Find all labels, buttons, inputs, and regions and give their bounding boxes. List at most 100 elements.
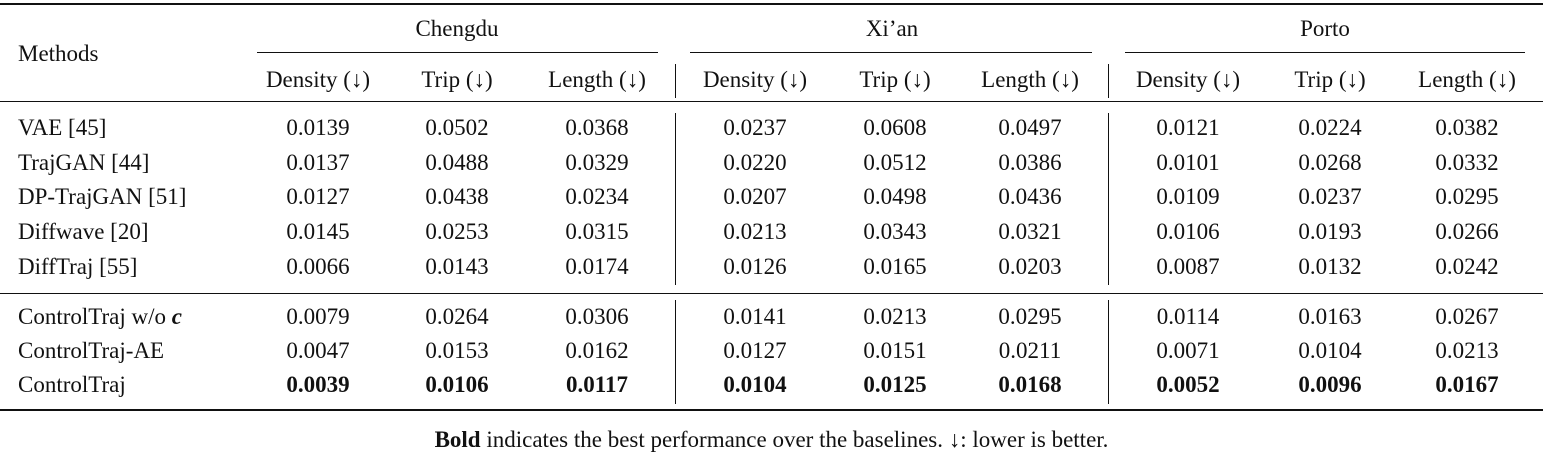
method-cell: ControlTraj <box>18 371 126 399</box>
value-cell: 0.0114 <box>1156 304 1220 329</box>
value-cell: 0.0168 <box>998 372 1062 397</box>
method-cell: DiffTraj [55] <box>18 253 137 281</box>
column-header: Length (↓) <box>1418 67 1516 92</box>
value-cell: 0.0121 <box>1156 115 1220 140</box>
method-cell: Diffwave [20] <box>18 218 149 246</box>
value-cell: 0.0132 <box>1298 254 1362 279</box>
value-cell: 0.0125 <box>863 372 927 397</box>
column-header: Density (↓) <box>1135 67 1241 92</box>
value-cell: 0.0237 <box>1298 184 1362 209</box>
method-name: ControlTraj <box>18 372 126 397</box>
value-cell: 0.0266 <box>1435 219 1499 244</box>
method-name: DP-TrajGAN [51] <box>18 184 187 209</box>
methods-header: Methods <box>18 41 99 66</box>
method-name: ControlTraj w/o <box>18 304 167 329</box>
value-cell: 0.0295 <box>998 304 1062 329</box>
column-divider <box>675 113 676 285</box>
value-cell: 0.0502 <box>425 115 489 140</box>
value-cell: 0.0167 <box>1435 372 1499 397</box>
method-cell: TrajGAN [44] <box>18 149 149 177</box>
value-cell: 0.0512 <box>863 150 927 175</box>
column-divider <box>1108 64 1109 98</box>
value-cell: 0.0096 <box>1298 372 1362 397</box>
column-divider <box>1108 300 1109 404</box>
value-cell: 0.0332 <box>1435 150 1499 175</box>
value-cell: 0.0139 <box>286 115 350 140</box>
method-cell: ControlTraj w/o c <box>18 303 182 331</box>
value-cell: 0.0608 <box>863 115 927 140</box>
value-cell: 0.0106 <box>425 372 489 397</box>
column-header: Trip (↓) <box>421 67 493 92</box>
value-cell: 0.0237 <box>723 115 787 140</box>
column-header: Trip (↓) <box>1294 67 1366 92</box>
column-divider <box>1108 113 1109 285</box>
column-header: Density (↓) <box>265 67 371 92</box>
value-cell: 0.0193 <box>1298 219 1362 244</box>
caption: Bold indicates the best performance over… <box>0 426 1543 454</box>
group-rule <box>690 52 1092 53</box>
value-cell: 0.0268 <box>1298 150 1362 175</box>
method-name: TrajGAN [44] <box>18 150 150 175</box>
value-cell: 0.0137 <box>286 150 350 175</box>
value-cell: 0.0497 <box>998 115 1062 140</box>
value-cell: 0.0213 <box>723 219 787 244</box>
value-cell: 0.0267 <box>1435 304 1499 329</box>
method-symbol: c <box>171 304 182 329</box>
value-cell: 0.0101 <box>1156 150 1220 175</box>
value-cell: 0.0165 <box>863 254 927 279</box>
value-cell: 0.0071 <box>1156 338 1220 363</box>
column-divider <box>675 300 676 404</box>
value-cell: 0.0253 <box>425 219 489 244</box>
method-name: Diffwave [20] <box>18 219 149 244</box>
group-header: Chengdu <box>415 16 499 41</box>
value-cell: 0.0145 <box>286 219 350 244</box>
caption-bold: Bold <box>434 427 481 452</box>
column-header: Density (↓) <box>702 67 808 92</box>
group-header: Porto <box>1300 16 1350 41</box>
value-cell: 0.0109 <box>1156 184 1220 209</box>
value-cell: 0.0106 <box>1156 219 1220 244</box>
value-cell: 0.0203 <box>998 254 1062 279</box>
value-cell: 0.0488 <box>425 150 489 175</box>
value-cell: 0.0213 <box>1435 338 1499 363</box>
value-cell: 0.0151 <box>863 338 927 363</box>
value-cell: 0.0066 <box>286 254 350 279</box>
value-cell: 0.0047 <box>286 338 350 363</box>
value-cell: 0.0368 <box>565 115 629 140</box>
value-cell: 0.0127 <box>723 338 787 363</box>
value-cell: 0.0087 <box>1156 254 1220 279</box>
value-cell: 0.0174 <box>565 254 629 279</box>
value-cell: 0.0306 <box>565 304 629 329</box>
column-header: Length (↓) <box>548 67 646 92</box>
column-header: Length (↓) <box>981 67 1079 92</box>
value-cell: 0.0162 <box>565 338 629 363</box>
method-name: ControlTraj-AE <box>18 338 165 363</box>
value-cell: 0.0220 <box>723 150 787 175</box>
bottom-rule <box>0 409 1543 411</box>
value-cell: 0.0224 <box>1298 115 1362 140</box>
value-cell: 0.0104 <box>723 372 787 397</box>
method-cell: DP-TrajGAN [51] <box>18 183 186 211</box>
top-rule <box>0 3 1543 5</box>
method-name: VAE [45] <box>18 115 107 140</box>
value-cell: 0.0242 <box>1435 254 1499 279</box>
value-cell: 0.0079 <box>286 304 350 329</box>
column-divider <box>675 64 676 98</box>
method-cell: VAE [45] <box>18 114 106 142</box>
group-header: Xi’an <box>865 16 919 41</box>
value-cell: 0.0382 <box>1435 115 1499 140</box>
group-rule <box>257 52 658 53</box>
value-cell: 0.0436 <box>998 184 1062 209</box>
value-cell: 0.0127 <box>286 184 350 209</box>
value-cell: 0.0264 <box>425 304 489 329</box>
value-cell: 0.0143 <box>425 254 489 279</box>
method-name: DiffTraj [55] <box>18 254 138 279</box>
value-cell: 0.0207 <box>723 184 787 209</box>
value-cell: 0.0163 <box>1298 304 1362 329</box>
value-cell: 0.0438 <box>425 184 489 209</box>
value-cell: 0.0039 <box>286 372 350 397</box>
value-cell: 0.0329 <box>565 150 629 175</box>
value-cell: 0.0211 <box>998 338 1062 363</box>
value-cell: 0.0052 <box>1156 372 1220 397</box>
